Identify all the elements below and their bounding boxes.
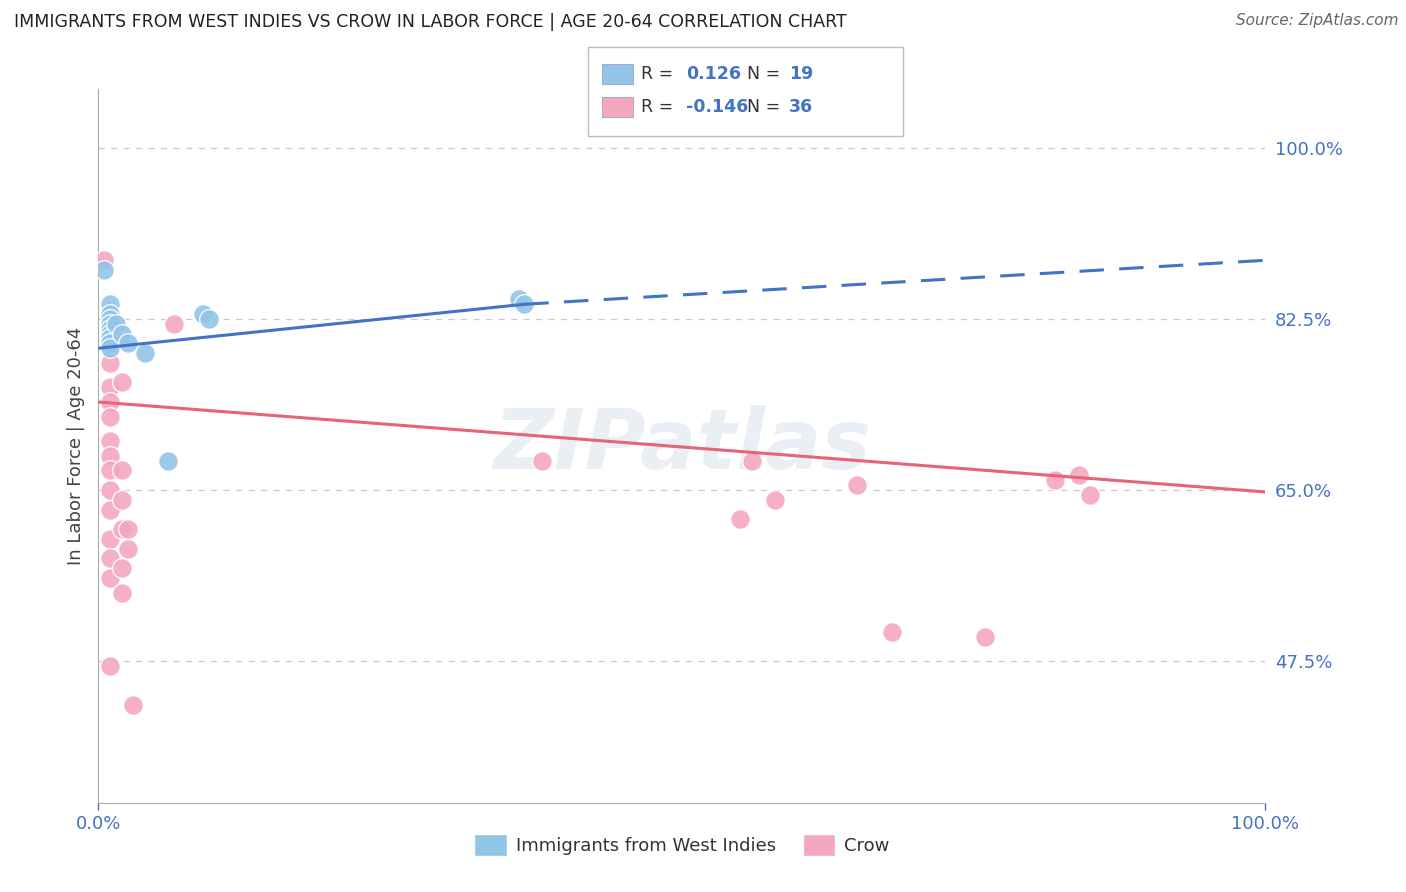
Point (98, 326, 121, 341)
Text: 19: 19 (789, 65, 813, 83)
Point (111, 376, 134, 390)
Text: R =: R = (641, 65, 679, 83)
Point (730, 512, 752, 526)
Point (98, 532, 121, 546)
Point (530, 453, 553, 467)
Point (846, 478, 869, 492)
Point (98, 321, 121, 335)
Point (157, 453, 180, 467)
Text: N =: N = (747, 98, 786, 116)
Point (98, 307, 121, 321)
Point (93, 253, 115, 268)
Text: ZIPatlas: ZIPatlas (494, 406, 870, 486)
Point (98, 409, 121, 424)
Text: -0.146: -0.146 (686, 98, 748, 116)
Point (117, 522, 139, 536)
Point (193, 307, 215, 321)
Point (98, 434, 121, 449)
Point (98, 336, 121, 351)
Point (98, 463, 121, 477)
Legend: Immigrants from West Indies, Crow: Immigrants from West Indies, Crow (465, 825, 898, 865)
Point (98, 380, 121, 394)
Point (98, 321, 121, 335)
Point (1045, 473, 1067, 487)
Point (880, 624, 903, 639)
Point (122, 698, 145, 712)
Point (98, 502, 121, 516)
Point (163, 317, 186, 331)
Point (98, 297, 121, 311)
Point (111, 326, 134, 341)
Point (98, 317, 121, 331)
Text: 36: 36 (789, 98, 813, 116)
Point (98, 449, 121, 463)
Point (98, 336, 121, 351)
Text: IMMIGRANTS FROM WEST INDIES VS CROW IN LABOR FORCE | AGE 20-64 CORRELATION CHART: IMMIGRANTS FROM WEST INDIES VS CROW IN L… (14, 13, 846, 31)
Point (98, 483, 121, 497)
Point (111, 522, 134, 536)
Text: R =: R = (641, 98, 679, 116)
Point (1080, 488, 1102, 502)
Point (98, 341, 121, 355)
Point (117, 336, 139, 351)
Point (117, 541, 139, 556)
Point (513, 297, 536, 311)
Point (111, 561, 134, 575)
Y-axis label: In Labor Force | Age 20-64: In Labor Force | Age 20-64 (66, 326, 84, 566)
Point (974, 630, 997, 644)
Point (93, 263, 115, 277)
Text: N =: N = (747, 65, 786, 83)
Point (111, 585, 134, 599)
Point (98, 659, 121, 673)
Point (98, 551, 121, 566)
Point (98, 312, 121, 326)
Point (1067, 468, 1090, 483)
Point (98, 356, 121, 370)
Point (741, 453, 763, 467)
Point (508, 293, 530, 307)
Point (98, 395, 121, 409)
Point (104, 317, 127, 331)
Point (98, 571, 121, 585)
Point (763, 492, 786, 507)
Point (111, 492, 134, 507)
Text: Source: ZipAtlas.com: Source: ZipAtlas.com (1236, 13, 1399, 29)
Point (134, 346, 156, 360)
Point (111, 463, 134, 477)
Point (198, 312, 221, 326)
Point (98, 331, 121, 345)
Text: 0.126: 0.126 (686, 65, 741, 83)
